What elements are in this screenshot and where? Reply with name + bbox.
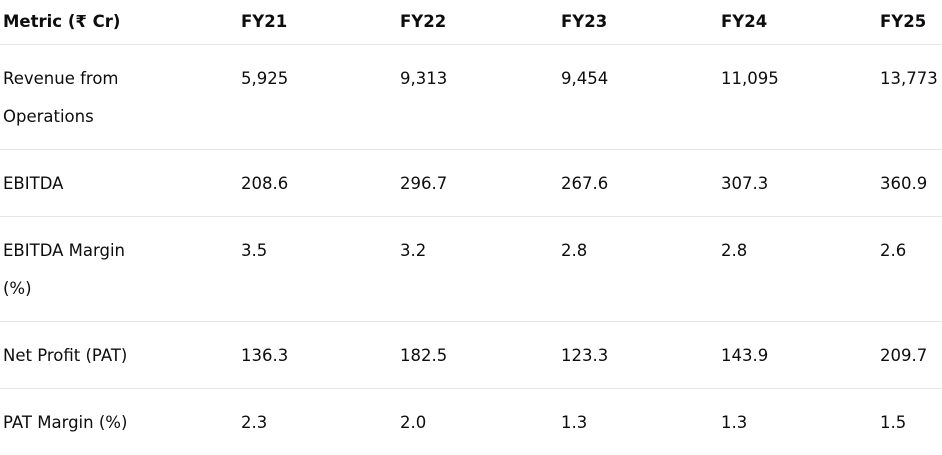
cell: 209.7 xyxy=(880,345,928,365)
cell: 123.3 xyxy=(561,345,609,365)
cell: 182.5 xyxy=(400,345,448,365)
cell: 2.3 xyxy=(241,412,268,432)
cell: 9,454 xyxy=(561,68,609,88)
cell: 1.3 xyxy=(561,412,588,432)
cell: 208.6 xyxy=(241,173,289,193)
cell: 307.3 xyxy=(721,173,769,193)
cell: 3.5 xyxy=(241,240,268,260)
row-label: Net Profit (PAT) xyxy=(0,321,241,388)
row-label: Revenue from Operations xyxy=(0,44,241,149)
table-row: Net Profit (PAT) 136.3 182.5 123.3 143.9 209.… xyxy=(0,321,942,388)
header-cell: FY24 xyxy=(721,12,768,31)
row-label: EBITDA xyxy=(0,149,241,216)
cell: 1.3 xyxy=(721,412,748,432)
row-label-text: Revenue from Operations xyxy=(3,68,119,126)
header-cell: FY21 xyxy=(241,12,288,31)
table-row: Revenue from Operations 5,925 9,313 9,454 11… xyxy=(0,44,942,149)
header-cell: Metric (₹ Cr) xyxy=(3,12,121,31)
cell: 296.7 xyxy=(400,173,448,193)
cell: 2.8 xyxy=(721,240,748,260)
table-header: Metric (₹ Cr) FY21 FY22 FY23 FY24 FY25 xyxy=(0,0,942,44)
cell: 1.5 xyxy=(880,412,907,432)
cell: 13,773 xyxy=(880,68,938,88)
header-cell: FY22 xyxy=(400,12,447,31)
header-cell: FY25 xyxy=(880,12,927,31)
row-label: PAT Margin (%) xyxy=(0,388,241,455)
row-label-text: Net Profit (PAT) xyxy=(3,345,128,365)
cell: 2.0 xyxy=(400,412,427,432)
table-row: EBITDA 208.6 296.7 267.6 307.3 360.9 xyxy=(0,149,942,216)
row-label-text: EBITDA xyxy=(3,173,64,193)
table-row: EBITDA Margin (%) 3.5 3.2 2.8 2.8 2.6 xyxy=(0,216,942,321)
cell: 143.9 xyxy=(721,345,769,365)
cell: 267.6 xyxy=(561,173,609,193)
page: Metric (₹ Cr) FY21 FY22 FY23 FY24 FY25 Revenu… xyxy=(0,12,942,432)
cell: 3.2 xyxy=(400,240,427,260)
cell: 136.3 xyxy=(241,345,289,365)
row-label: EBITDA Margin (%) xyxy=(0,216,241,321)
cell: 360.9 xyxy=(880,173,928,193)
table-body: Revenue from Operations 5,925 9,313 9,454 11… xyxy=(0,44,942,455)
cell: 11,095 xyxy=(721,68,779,88)
table-row: PAT Margin (%) 2.3 2.0 1.3 1.3 1.5 xyxy=(0,388,942,455)
row-label-text: PAT Margin (%) xyxy=(3,412,128,432)
header-row: Metric (₹ Cr) FY21 FY22 FY23 FY24 FY25 xyxy=(0,0,942,44)
cell: 2.8 xyxy=(561,240,588,260)
cell: 9,313 xyxy=(400,68,448,88)
cell: 2.6 xyxy=(880,240,907,260)
header-cell: FY23 xyxy=(561,12,608,31)
cell: 5,925 xyxy=(241,68,289,88)
row-label-text: EBITDA Margin (%) xyxy=(3,240,125,298)
